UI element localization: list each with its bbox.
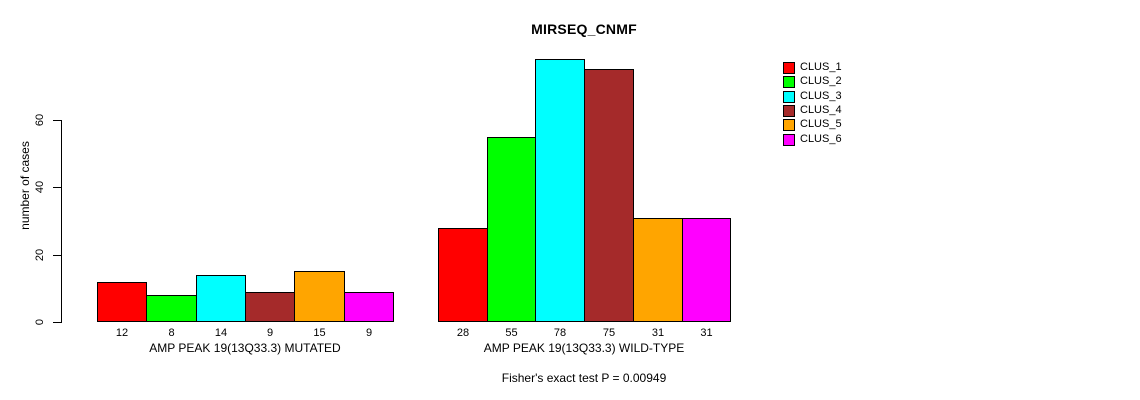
y-axis-tick-label: 20	[34, 248, 46, 262]
bar-group2-clus-5	[633, 218, 683, 322]
legend-color-swatch	[783, 90, 795, 103]
legend-item-label: CLUS_2	[800, 75, 842, 87]
y-axis-tick-label: 40	[34, 180, 46, 194]
legend-item: CLUS_2	[783, 75, 842, 88]
bar-group2-clus-6	[682, 218, 731, 322]
bar-group1-clus-6	[344, 292, 394, 322]
legend-item: CLUS_4	[783, 104, 842, 117]
bar-value-label: 31	[700, 327, 713, 339]
bar-group1-clus-1	[97, 282, 147, 322]
bar-value-label: 28	[456, 327, 470, 339]
bar-group1-clus-5	[294, 271, 345, 322]
legend-item: CLUS_6	[783, 133, 842, 146]
y-axis-tick	[53, 255, 61, 256]
bar-value-label: 78	[553, 327, 567, 339]
group-axis-label: AMP PEAK 19(13Q33.3) WILD-TYPE	[483, 341, 685, 355]
bar-group1-clus-2	[146, 295, 197, 322]
legend-item: CLUS_3	[783, 90, 842, 103]
bar-group2-clus-1	[438, 228, 488, 322]
legend-color-swatch	[783, 118, 795, 131]
y-axis-label: number of cases	[18, 141, 32, 230]
y-axis-tick-label: 60	[34, 113, 46, 127]
y-axis-tick	[53, 322, 61, 323]
fisher-test-annotation: Fisher's exact test P = 0.00949	[501, 371, 667, 385]
legend-color-swatch	[783, 61, 795, 74]
y-axis-line	[61, 120, 62, 323]
y-axis-tick	[53, 120, 61, 121]
bar-value-label: 8	[168, 327, 175, 339]
bar-value-label: 9	[365, 327, 373, 339]
legend: CLUS_1 CLUS_2 CLUS_3 CLUS_4 CLUS_5 CLUS_6	[783, 61, 903, 161]
chart-title: MIRSEQ_CNMF	[531, 21, 637, 37]
bar-value-label: 31	[651, 327, 665, 339]
bar-group2-clus-3	[535, 59, 585, 322]
legend-item-label: CLUS_3	[800, 90, 842, 102]
bar-group1-clus-3	[196, 275, 246, 322]
legend-item: CLUS_5	[783, 118, 842, 131]
legend-item-label: CLUS_4	[800, 104, 842, 116]
legend-item-label: CLUS_6	[800, 133, 842, 145]
y-axis-tick-label: 0	[34, 318, 46, 326]
bar-group1-clus-4	[245, 292, 295, 322]
group-axis-label: AMP PEAK 19(13Q33.3) MUTATED	[149, 341, 341, 355]
bar-value-label: 12	[115, 327, 129, 339]
legend-color-swatch	[783, 133, 795, 146]
bar-value-label: 9	[266, 327, 274, 339]
bar-value-label: 15	[313, 327, 326, 339]
legend-item-label: CLUS_1	[800, 61, 842, 73]
legend-item: CLUS_1	[783, 61, 842, 74]
bar-group2-clus-4	[584, 69, 634, 322]
y-axis-tick	[53, 187, 61, 188]
legend-color-swatch	[783, 75, 795, 88]
bar-group2-clus-2	[487, 137, 536, 322]
bar-value-label: 14	[214, 327, 228, 339]
legend-color-swatch	[783, 104, 795, 117]
bar-value-label: 55	[505, 327, 518, 339]
legend-item-label: CLUS_5	[800, 118, 842, 130]
bar-value-label: 75	[602, 327, 616, 339]
